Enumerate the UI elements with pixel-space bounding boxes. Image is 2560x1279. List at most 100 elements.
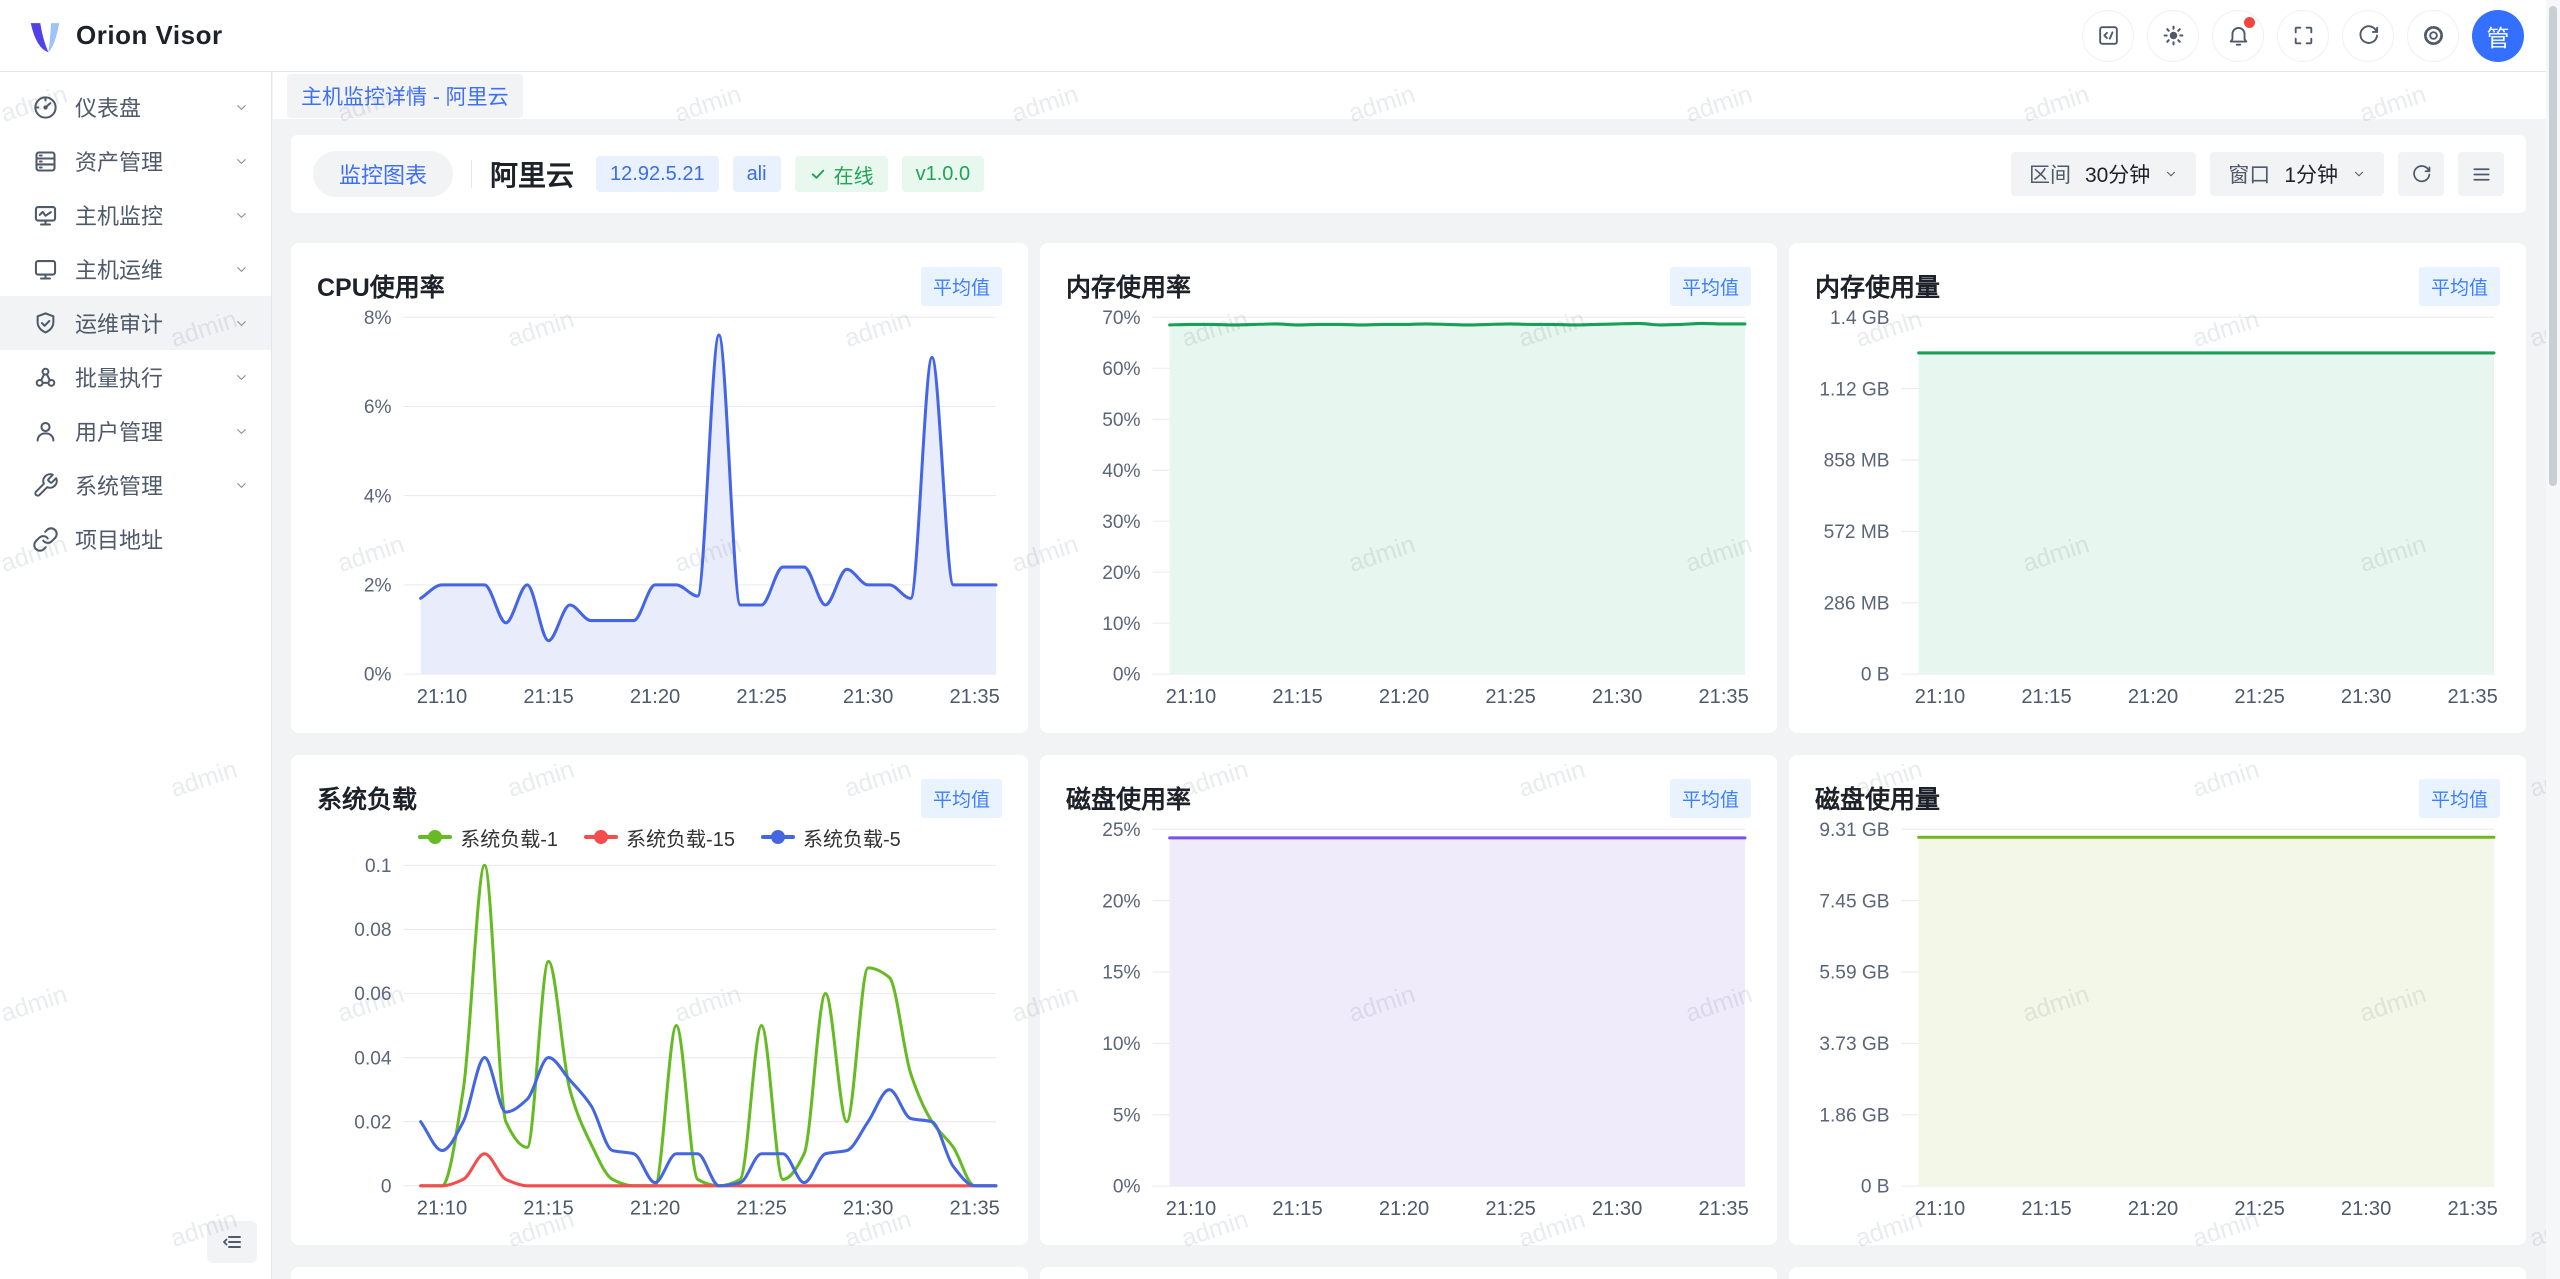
svg-text:21:35: 21:35 [1698, 686, 1748, 708]
svg-text:21:30: 21:30 [2341, 686, 2391, 708]
theme-toggle-button[interactable] [2147, 10, 2199, 62]
badge-text: ali [747, 163, 767, 186]
host-badges: 12.92.5.21ali在线v1.0.0 [596, 156, 984, 192]
chart-plot: 9.31 GB7.45 GB5.59 GB3.73 GB1.86 GB0 B21… [1815, 819, 2500, 1223]
legend-dot [594, 830, 608, 844]
chevron-down-icon [234, 262, 249, 277]
code-button[interactable] [2082, 10, 2134, 62]
svg-text:2%: 2% [364, 575, 392, 596]
svg-text:10%: 10% [1102, 614, 1140, 635]
svg-text:21:35: 21:35 [2447, 686, 2497, 708]
notification-dot [2244, 17, 2255, 28]
refresh-charts-button[interactable] [2398, 152, 2444, 196]
sidebar-item-user[interactable]: 用户管理 [0, 404, 271, 458]
collapse-sidebar-icon [220, 1230, 244, 1254]
chart-card-header: CPU使用率 平均值 [317, 265, 1002, 307]
sidebar-item-label: 批量执行 [75, 361, 234, 393]
user-icon [32, 418, 59, 445]
scrollbar-thumb[interactable] [2549, 6, 2557, 486]
sidebar-item-label: 主机监控 [75, 199, 234, 231]
divider [471, 160, 472, 188]
svg-text:60%: 60% [1102, 359, 1140, 380]
average-badge[interactable]: 平均值 [1670, 779, 1751, 818]
sidebar-item-hostmon[interactable]: 主机监控 [0, 188, 271, 242]
host-badge: 在线 [795, 156, 888, 192]
svg-text:21:15: 21:15 [2021, 686, 2071, 708]
svg-text:21:30: 21:30 [843, 686, 893, 708]
chart-card-system-load: 系统负载 平均值系统负载-1 系统负载-15 系统负载-5 0.10.080.060.0… [291, 755, 1028, 1245]
legend-item[interactable]: 系统负载-5 [761, 823, 901, 852]
chart-card-cpu-usage: CPU使用率平均值8%6%4%2%0%21:1021:1521:2021:252… [291, 243, 1028, 733]
svg-text:21:35: 21:35 [2447, 1198, 2497, 1220]
sidebar-item-assets[interactable]: 资产管理 [0, 134, 271, 188]
vertical-scrollbar[interactable] [2546, 0, 2560, 1279]
chart-card-disk-usage-rate: 磁盘使用率平均值25%20%15%10%5%0%21:1021:1521:202… [1040, 755, 1777, 1245]
sidebar: 仪表盘资产管理主机监控主机运维运维审计批量执行用户管理系统管理项目地址 [0, 72, 272, 1279]
chevron-down-icon [234, 370, 249, 385]
wrench-icon [32, 472, 59, 499]
disk-usage-amount-chart[interactable]: 9.31 GB7.45 GB5.59 GB3.73 GB1.86 GB0 B21… [1815, 819, 2500, 1223]
chart-title: 内存使用量 [1815, 268, 1940, 304]
range-select[interactable]: 区间30分钟 [2011, 152, 2196, 196]
svg-text:21:25: 21:25 [1485, 686, 1535, 708]
svg-text:21:35: 21:35 [949, 1198, 999, 1220]
chart-title: 系统负载 [317, 780, 417, 816]
svg-text:21:20: 21:20 [2128, 1198, 2178, 1220]
average-badge[interactable]: 平均值 [921, 267, 1002, 306]
sidebar-item-link[interactable]: 项目地址 [0, 512, 271, 566]
svg-text:50%: 50% [1102, 410, 1140, 431]
legend-item[interactable]: 系统负载-1 [418, 823, 558, 852]
window-select[interactable]: 窗口1分钟 [2210, 152, 2384, 196]
collapse-sidebar-button[interactable] [207, 1221, 257, 1263]
chevron-down-icon [234, 208, 249, 223]
notifications-button[interactable] [2212, 10, 2264, 62]
svg-text:0%: 0% [1113, 1177, 1141, 1198]
average-badge[interactable]: 平均值 [2419, 267, 2500, 306]
app-logo: Orion Visor [0, 17, 223, 55]
settings-button[interactable] [2407, 10, 2459, 62]
check-icon [809, 165, 827, 183]
sidebar-item-audit[interactable]: 运维审计 [0, 296, 271, 350]
chevron-down-icon [234, 424, 249, 439]
chart-card-header: 磁盘使用率平均值 [1066, 777, 1751, 819]
average-badge[interactable]: 平均值 [1670, 267, 1751, 306]
tab-monitor-charts[interactable]: 监控图表 [313, 151, 453, 197]
svg-text:21:10: 21:10 [1166, 1198, 1216, 1220]
chart-card-header: 内存使用率平均值 [1066, 265, 1751, 307]
sidebar-item-wrench[interactable]: 系统管理 [0, 458, 271, 512]
legend-dot [428, 830, 442, 844]
page: Orion Visor 管 仪表盘资产管理主机监控主机运维运维审计批量执行用户管… [0, 0, 2560, 1279]
memory-usage-amount-chart[interactable]: 1.4 GB1.12 GB858 MB572 MB286 MB0 B21:102… [1815, 307, 2500, 711]
chart-title: CPU使用率 [317, 268, 445, 304]
legend-item[interactable]: 系统负载-15 [584, 823, 735, 852]
svg-text:5%: 5% [1113, 1105, 1141, 1126]
cpu-usage-chart[interactable]: 8%6%4%2%0%21:1021:1521:2021:2521:3021:35 [317, 307, 1002, 711]
sidebar-item-dashboard[interactable]: 仪表盘 [0, 80, 271, 134]
svg-text:21:25: 21:25 [1485, 1198, 1535, 1220]
average-badge[interactable]: 平均值 [921, 779, 1002, 818]
charts-grid: CPU使用率平均值8%6%4%2%0%21:1021:1521:2021:252… [291, 243, 2526, 1245]
svg-text:21:20: 21:20 [630, 1198, 680, 1220]
breadcrumb[interactable]: 主机监控详情 - 阿里云 [287, 74, 523, 118]
gear-icon [2421, 23, 2446, 48]
disk-usage-rate-chart[interactable]: 25%20%15%10%5%0%21:1021:1521:2021:2521:3… [1066, 819, 1751, 1223]
svg-text:4%: 4% [364, 486, 392, 507]
reload-button[interactable] [2342, 10, 2394, 62]
host-badge: ali [733, 156, 781, 192]
svg-text:9.31 GB: 9.31 GB [1819, 820, 1889, 841]
sidebar-item-hostops[interactable]: 主机运维 [0, 242, 271, 296]
batch-icon [32, 364, 59, 391]
sidebar-item-batch[interactable]: 批量执行 [0, 350, 271, 404]
svg-text:858 MB: 858 MB [1824, 451, 1890, 472]
average-badge[interactable]: 平均值 [2419, 779, 2500, 818]
app-title: Orion Visor [76, 20, 223, 51]
chart-card-memory-usage-amount: 内存使用量 平均值1.4 GB1.12 GB858 MB572 MB286 MB0… [1789, 243, 2526, 733]
fullscreen-button[interactable] [2277, 10, 2329, 62]
svg-text:5.59 GB: 5.59 GB [1819, 963, 1889, 984]
memory-usage-rate-chart[interactable]: 70%60%50%40%30%20%10%0%21:1021:1521:2021… [1066, 307, 1751, 711]
chart-settings-button[interactable] [2458, 152, 2504, 196]
system-load-chart[interactable]: 0.10.080.060.040.02021:1021:1521:2021:25… [317, 855, 1002, 1223]
sidebar-menu: 仪表盘资产管理主机监控主机运维运维审计批量执行用户管理系统管理项目地址 [0, 80, 271, 566]
user-avatar[interactable]: 管 [2472, 10, 2524, 62]
chevron-down-icon [234, 154, 249, 169]
